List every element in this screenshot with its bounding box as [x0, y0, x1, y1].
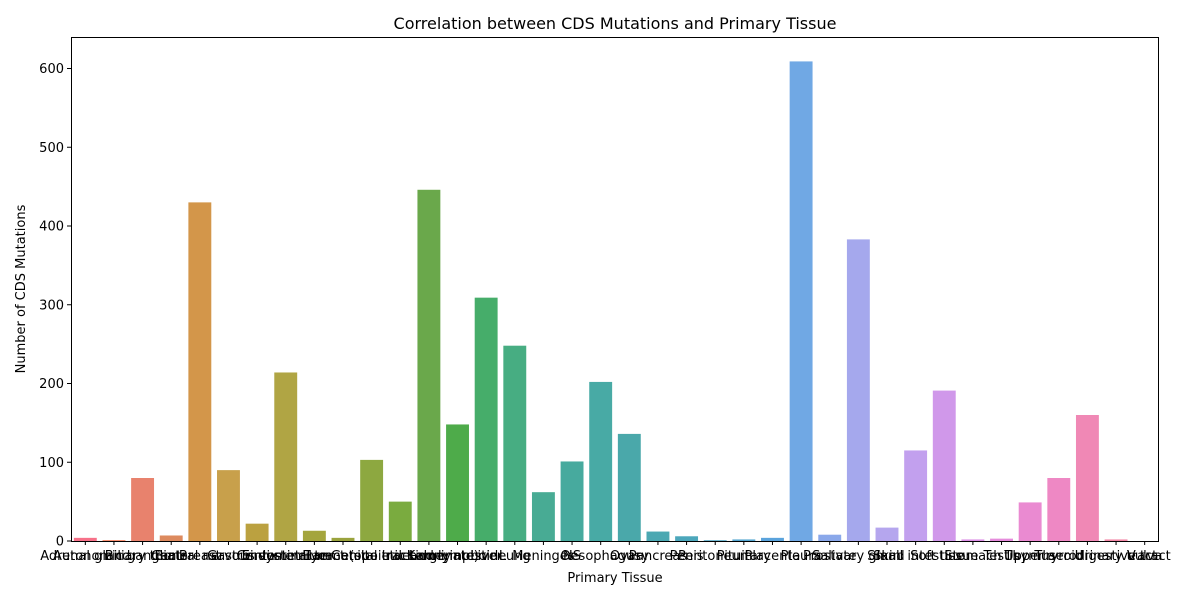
x-tick-label: Kidney: [407, 549, 452, 564]
bar-29: [904, 450, 928, 541]
x-tick-label: Lung: [499, 549, 531, 564]
x-tick-label: Genital tract: [331, 549, 412, 564]
bar-13: [446, 424, 469, 541]
bar-0: [73, 537, 97, 541]
bar-5: [217, 470, 240, 541]
x-tick-label: Oesophagus: [560, 549, 641, 564]
y-axis-label: Number of CDS Mutations: [14, 204, 29, 373]
x-tick-label: Pleura: [781, 549, 822, 564]
bar-8: [302, 530, 326, 541]
bar-21: [675, 536, 699, 541]
bar-17: [560, 461, 584, 541]
y-tick-label: 400: [39, 220, 64, 235]
x-tick-label: Liver: [470, 549, 503, 564]
bar-23: [732, 539, 756, 541]
bars-group: [73, 61, 1128, 541]
x-tick-label: Gastrointestinal tract (site indetermina…: [207, 549, 479, 564]
bar-11: [388, 501, 412, 541]
x-tick-label: Skin: [873, 549, 901, 564]
bar-35: [1075, 415, 1099, 541]
bar-19: [617, 433, 641, 541]
bar-22: [703, 540, 727, 541]
x-tick-label: Autonomic ganglia: [53, 549, 175, 564]
bar-32: [990, 538, 1013, 541]
x-tick-label: Eye: [302, 549, 326, 564]
bar-33: [1018, 502, 1042, 541]
x-tick-label: Peritoneum: [678, 549, 753, 564]
bar-26: [818, 534, 842, 541]
x-tick-label: Breast: [179, 549, 221, 564]
bar-31: [961, 539, 985, 541]
x-tick-label: Stomach: [944, 549, 1001, 564]
x-tick-label: Upper aerodigestive tract: [1004, 549, 1171, 564]
x-tick-label: Vulva: [1127, 549, 1163, 564]
y-tick-label: 500: [39, 141, 64, 156]
x-tick-label: Thyroid: [1033, 549, 1083, 564]
bar-34: [1047, 478, 1071, 541]
bar-4: [188, 202, 212, 541]
bar-1: [102, 540, 126, 541]
x-tick-label: Ovary: [610, 549, 649, 564]
bar-6: [245, 523, 269, 541]
x-tick-label: Small intestine: [867, 549, 964, 564]
bar-15: [503, 345, 527, 541]
y-tick-label: 300: [39, 298, 64, 313]
bar-12: [417, 189, 441, 541]
bar-25: [789, 61, 813, 541]
chart-title: Correlation between CDS Mutations and Pr…: [394, 14, 837, 33]
bar-16: [531, 492, 555, 541]
bar-36: [1104, 539, 1128, 541]
y-tick-label: 0: [56, 535, 64, 550]
bar-2: [131, 478, 155, 541]
x-tick-label: Cervix: [236, 549, 278, 564]
x-tick-label: Endometrium: [242, 549, 330, 564]
x-tick-label: Penis: [670, 549, 704, 564]
x-tick-label: Urinary tract: [1075, 549, 1158, 564]
x-tick-label: Haematopoietic and lymphoid: [302, 549, 498, 564]
x-axis-label: Primary Tissue: [567, 571, 662, 586]
bar-20: [646, 531, 670, 541]
x-tick-label: Biliary tract: [105, 549, 181, 564]
bar-27: [846, 239, 870, 541]
x-tick-label: Meninges: [512, 549, 575, 564]
x-tick-label: Testis: [983, 549, 1020, 564]
x-tick-label: Adrenal gland: [40, 549, 130, 564]
plot-frame: [71, 37, 1159, 542]
bar-14: [474, 297, 498, 541]
bar-18: [589, 381, 613, 541]
x-tick-label: Prostate: [803, 549, 857, 564]
x-tick-label: Pancreas: [629, 549, 688, 564]
x-tick-label: Salivary gland: [812, 549, 905, 564]
x-tick-label: NS: [563, 549, 581, 564]
x-tick-label: Large intestine: [409, 549, 506, 564]
bar-9: [331, 537, 355, 541]
x-tick-label: Central nervous system: [151, 549, 306, 564]
bar-3: [159, 535, 183, 541]
x-tick-label: Placenta: [745, 549, 801, 564]
bar-28: [875, 527, 899, 541]
x-tick-label: Bone: [155, 549, 188, 564]
bar-30: [932, 390, 956, 541]
x-tick-label: Thymus: [1003, 549, 1056, 564]
bar-7: [274, 372, 298, 541]
x-tick-label: Soft tissue: [910, 549, 978, 564]
bar-10: [360, 459, 384, 541]
y-tick-label: 600: [39, 62, 64, 77]
y-tick-label: 100: [39, 456, 64, 471]
bar-24: [761, 537, 784, 541]
y-axis-ticks: 0 100 200 300 400 500 600: [39, 62, 71, 550]
x-tick-label: Pituitary: [717, 549, 772, 564]
y-tick-label: 200: [39, 377, 64, 392]
